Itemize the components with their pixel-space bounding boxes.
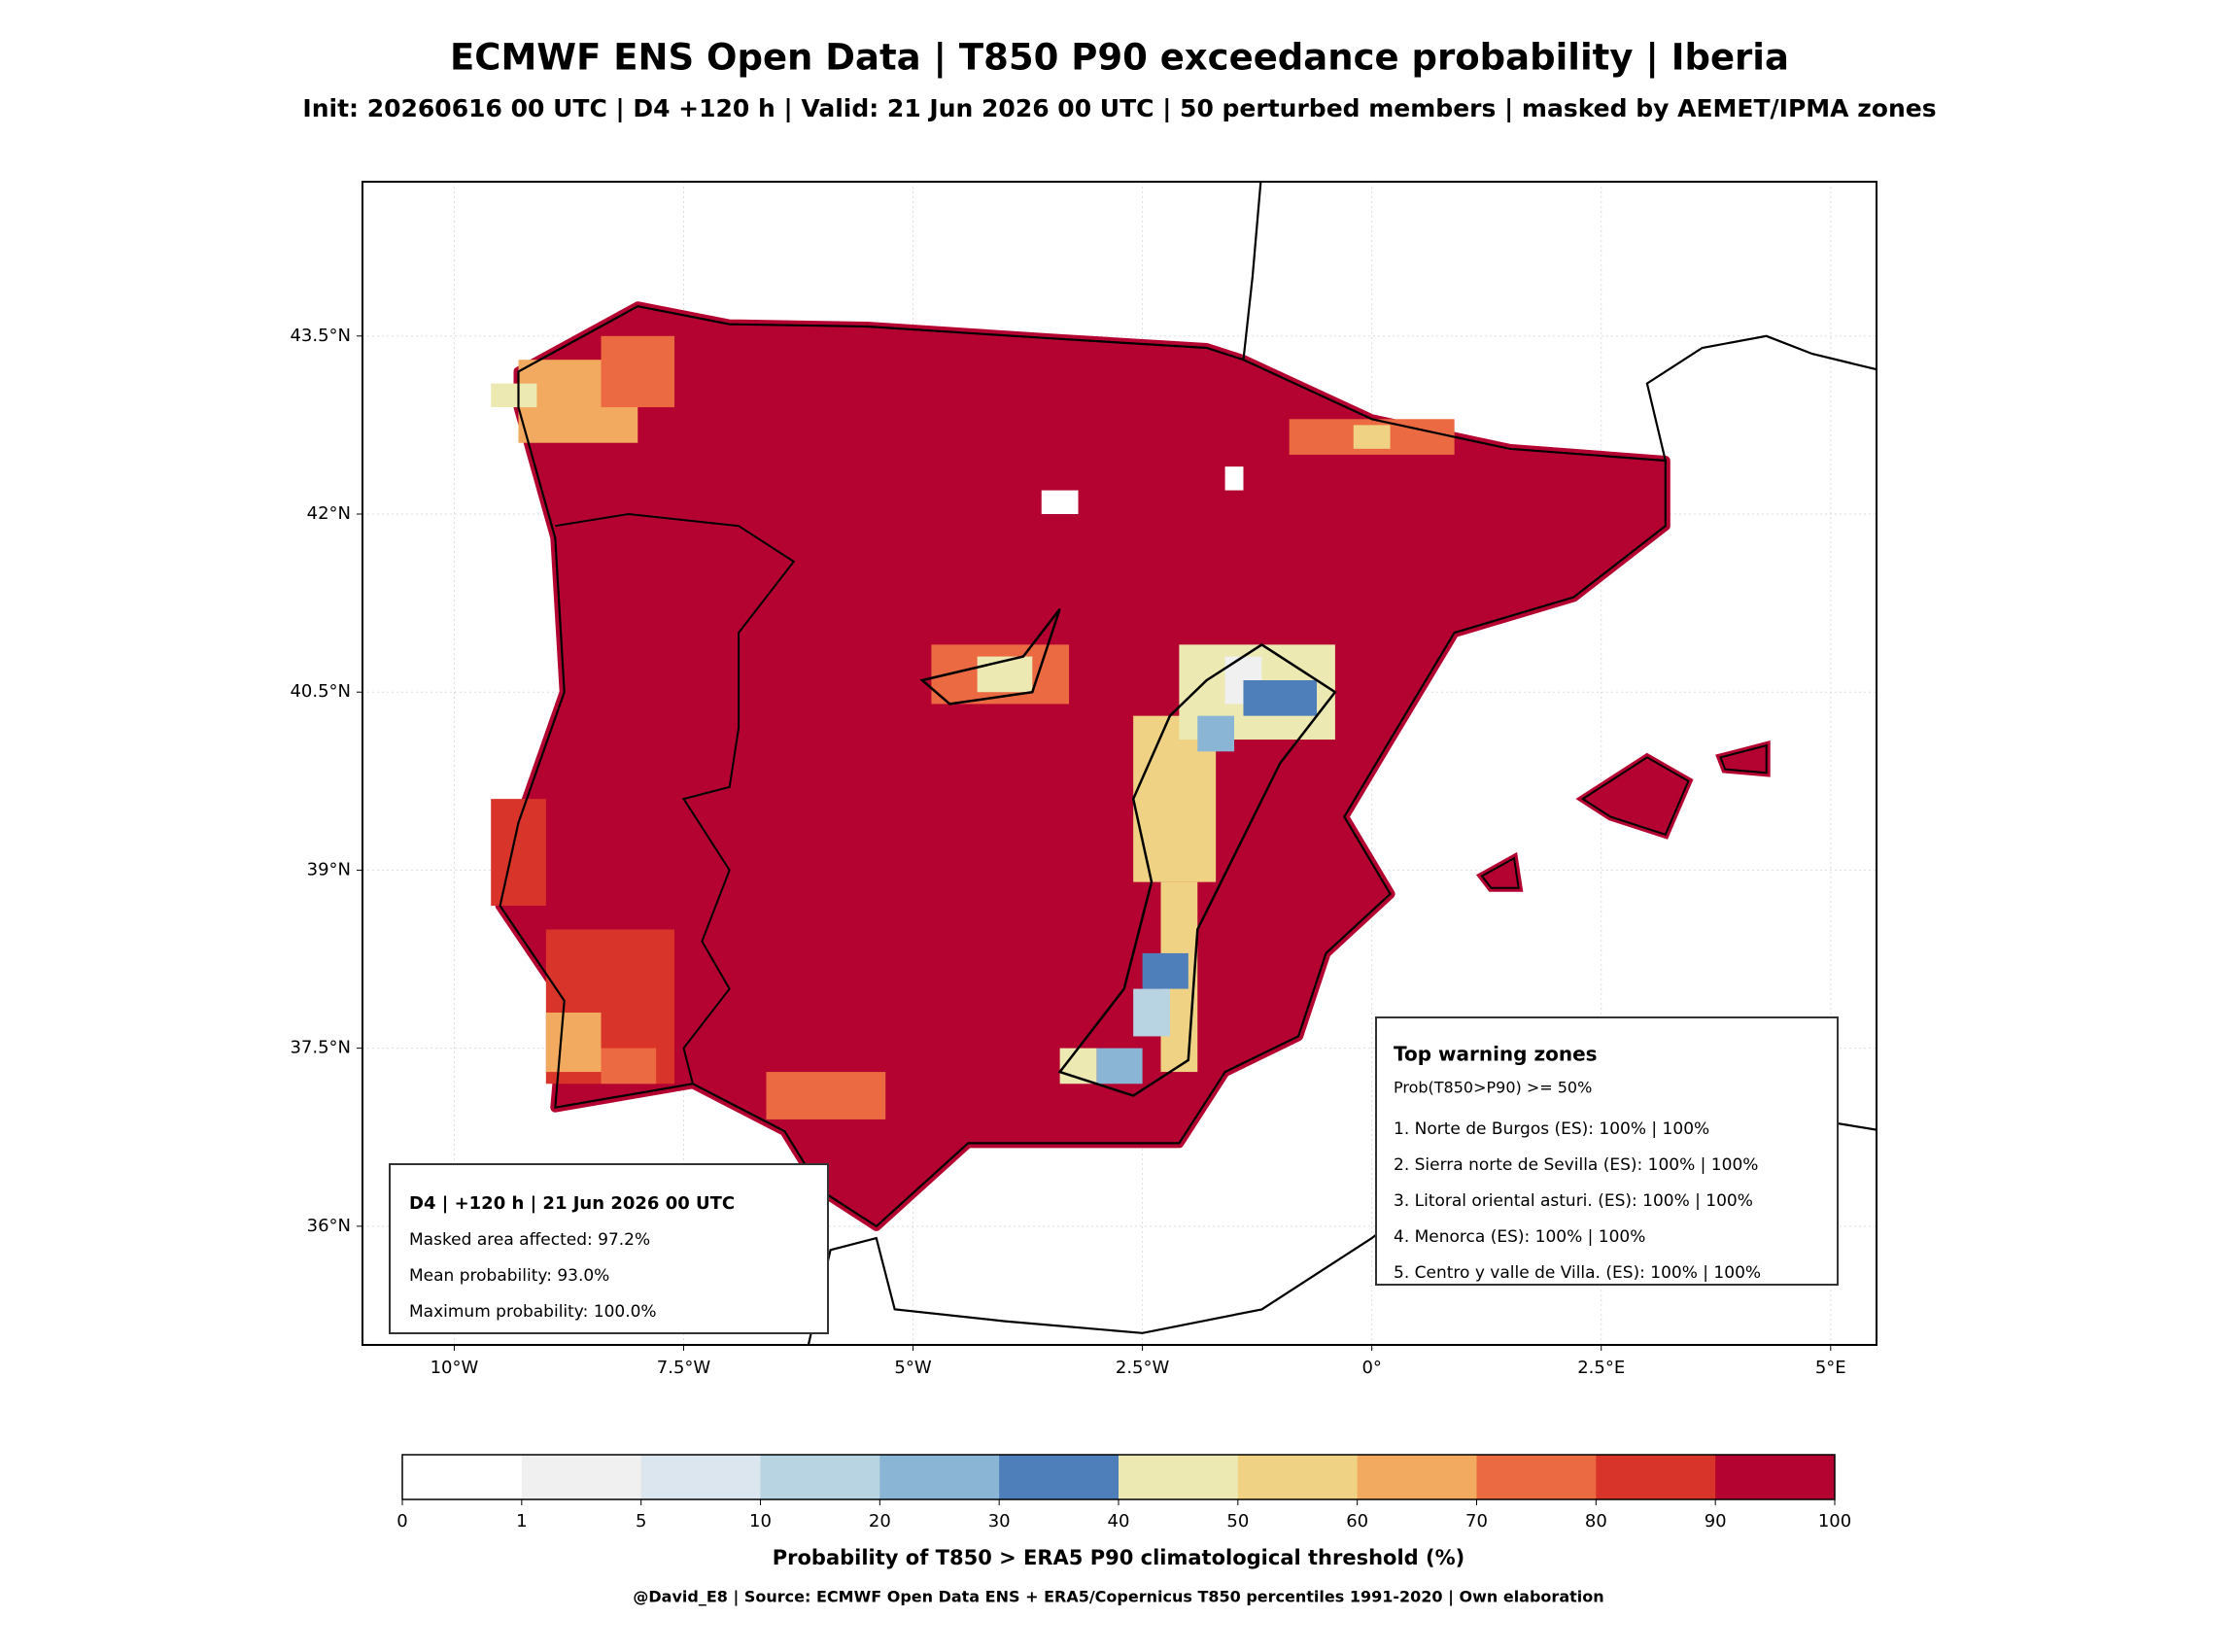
probability-cell xyxy=(491,799,546,907)
box xyxy=(1375,1016,1839,1286)
colorbar-tick-label: 10 xyxy=(749,1511,772,1532)
map-frame xyxy=(362,181,1877,1346)
probability-cell xyxy=(601,1048,657,1084)
subtitle: Init: 20260616 00 UTC | D4 +120 h | Vali… xyxy=(302,94,1936,122)
probability-cell xyxy=(601,335,675,408)
probability-cell xyxy=(766,1072,886,1119)
y-tick-label: 43.5°N xyxy=(290,326,351,346)
y-tick-label: 40.5°N xyxy=(290,681,351,702)
colorbar-tick-label: 50 xyxy=(1226,1511,1249,1532)
box-line: 1. Norte de Burgos (ES): 100% | 100% xyxy=(1394,1119,1709,1139)
box-line: Maximum probability: 100.0% xyxy=(409,1302,657,1322)
colorbar-tick-label: 80 xyxy=(1585,1511,1607,1532)
probability-cell xyxy=(545,1013,602,1073)
colorbar-bin xyxy=(521,1455,642,1499)
box-line: 3. Litoral oriental asturi. (ES): 100% |… xyxy=(1394,1191,1753,1211)
probability-cell xyxy=(1353,425,1391,449)
x-tick-label: 0° xyxy=(1361,1358,1381,1378)
probability-cell xyxy=(1142,952,1188,989)
x-tick-label: 2.5°W xyxy=(1116,1358,1170,1378)
summary-box: D4 | +120 h | 21 Jun 2026 00 UTC Masked … xyxy=(389,1163,829,1334)
coastline xyxy=(1242,182,1262,361)
colorbar-bin xyxy=(999,1455,1120,1499)
footer: @David_E8 | Source: ECMWF Open Data ENS … xyxy=(633,1588,1603,1607)
y-tick-label: 36°N xyxy=(307,1216,351,1236)
colorbar-bin xyxy=(640,1455,761,1499)
probability-cell xyxy=(1096,1048,1143,1084)
colorbar-tick-label: 20 xyxy=(869,1511,891,1532)
contour xyxy=(919,607,1061,706)
colorbar-tick-label: 1 xyxy=(516,1511,527,1532)
colorbar: 0 1 5 10 20 30 40 50 60 70 80 90 100 xyxy=(396,1454,1851,1532)
box-line: 4. Menorca (ES): 100% | 100% xyxy=(1394,1227,1645,1247)
probability-cell xyxy=(1041,490,1079,514)
colorbar-bin xyxy=(1596,1455,1716,1499)
colorbar-tick-label: 0 xyxy=(396,1511,407,1532)
colorbar-bin xyxy=(402,1455,523,1499)
box-line: Masked area affected: 97.2% xyxy=(409,1230,650,1250)
probability-cell xyxy=(1133,988,1170,1037)
colorbar-bin xyxy=(760,1455,880,1499)
probability-cell xyxy=(1197,715,1235,752)
probability-cell xyxy=(977,656,1033,693)
colorbar-tick-label: 90 xyxy=(1705,1511,1727,1532)
x-tick-label: 7.5°W xyxy=(657,1358,711,1378)
map xyxy=(362,182,1877,1345)
colorbar-bin xyxy=(1476,1455,1597,1499)
probability-cell xyxy=(1243,680,1318,716)
coastline xyxy=(1645,334,1877,462)
x-tick-label: 5°W xyxy=(894,1358,931,1378)
probability-cell xyxy=(1224,466,1244,491)
x-tick-label: 2.5°E xyxy=(1577,1358,1625,1378)
box-subtitle: Prob(T850>P90) >= 50% xyxy=(1394,1079,1592,1097)
axis-ticks: 10°W 7.5°W 5°W 2.5°W 0° 2.5°E 5°E 36°N 37.5°N 39°… xyxy=(290,326,1845,1378)
x-tick-label: 5°E xyxy=(1815,1358,1846,1378)
title: ECMWF ENS Open Data | T850 P90 exceedanc… xyxy=(450,37,1789,79)
colorbar-tick-label: 40 xyxy=(1108,1511,1130,1532)
colorbar-tick-label: 60 xyxy=(1346,1511,1368,1532)
coastline xyxy=(1580,756,1690,837)
box-title: Top warning zones xyxy=(1394,1043,1598,1066)
coastline xyxy=(1719,743,1768,774)
box-line: Mean probability: 93.0% xyxy=(409,1266,609,1286)
border xyxy=(555,512,796,1084)
colorbar-bin xyxy=(1237,1455,1359,1499)
box-line: 5. Centro y valle de Villa. (ES): 100% |… xyxy=(1394,1263,1761,1283)
box xyxy=(389,1163,829,1334)
colorbar-tick-label: 30 xyxy=(988,1511,1011,1532)
contour xyxy=(1057,642,1337,1097)
colorbar-bin xyxy=(879,1455,1000,1499)
y-tick-label: 37.5°N xyxy=(290,1038,351,1058)
colorbar-bin xyxy=(1715,1455,1836,1499)
coastline xyxy=(499,305,1667,1228)
y-tick-label: 39°N xyxy=(307,859,351,879)
colorbar-tick-label: 5 xyxy=(636,1511,646,1532)
box-title: D4 | +120 h | 21 Jun 2026 00 UTC xyxy=(409,1193,735,1214)
warning-box: Top warning zones Prob(T850>P90) >= 50% … xyxy=(1375,1016,1839,1286)
colorbar-label: Probability of T850 > ERA5 P90 climatolo… xyxy=(773,1546,1465,1569)
probability-cell xyxy=(491,383,537,408)
probability-field xyxy=(1575,752,1694,840)
colorbar-bin xyxy=(1119,1455,1239,1499)
colorbar-tick-label: 70 xyxy=(1465,1511,1488,1532)
coastline xyxy=(1480,856,1520,889)
x-tick-label: 10°W xyxy=(431,1358,479,1378)
colorbar-tick-label: 100 xyxy=(1818,1511,1851,1532)
y-tick-label: 42°N xyxy=(307,503,351,524)
colorbar-bin xyxy=(1357,1455,1477,1499)
box-line: 2. Sierra norte de Sevilla (ES): 100% | … xyxy=(1394,1155,1758,1175)
